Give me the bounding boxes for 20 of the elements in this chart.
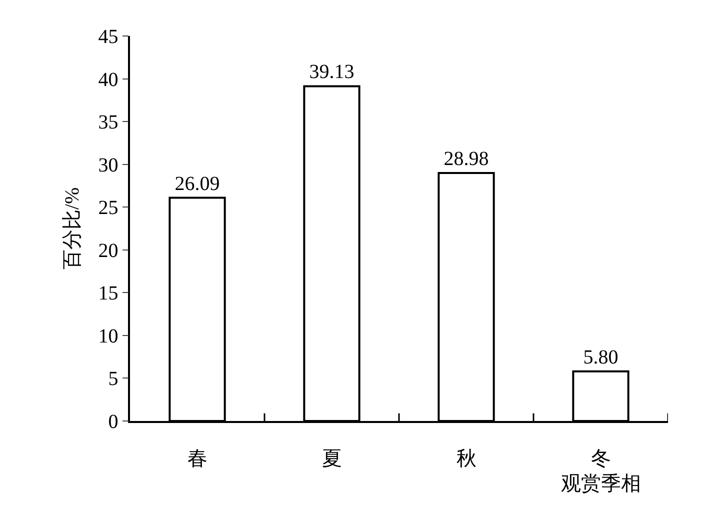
x-tick-label: 冬	[590, 448, 611, 470]
y-tick-label: 0	[108, 411, 118, 433]
data-label: 28.98	[444, 148, 489, 170]
data-label: 39.13	[309, 61, 354, 84]
data-label: 26.09	[174, 172, 220, 195]
y-tick-label: 10	[98, 325, 118, 348]
x-tick-label: 春	[187, 448, 208, 470]
y-axis-title: 百分比/%	[61, 187, 84, 270]
x-tick-label: 秋	[456, 448, 476, 470]
y-tick-label: 15	[98, 282, 118, 305]
y-tick-label: 20	[98, 240, 118, 262]
y-tick-label: 5	[108, 368, 118, 390]
y-tick-label: 40	[98, 68, 118, 91]
x-axis-title: 观赏季相	[561, 473, 641, 495]
y-tick-label: 30	[98, 154, 118, 176]
data-label: 5.80	[583, 346, 618, 368]
x-tick-label: 夏	[322, 448, 342, 470]
y-tick-label: 45	[98, 26, 118, 48]
y-tick-label: 35	[98, 112, 118, 134]
y-tick-label: 25	[98, 197, 118, 220]
